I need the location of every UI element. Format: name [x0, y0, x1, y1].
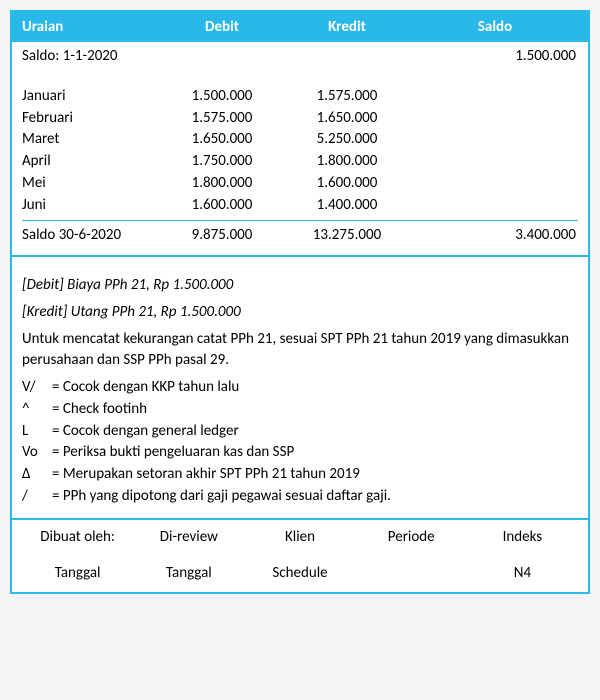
explanation-paragraph: Untuk mencatat kekurangan catat PPh 21, … — [22, 329, 578, 371]
opening-saldo: 1.500.000 — [412, 46, 578, 68]
legend-item: V/= Cocok dengan KKP tahun lalu — [22, 377, 578, 399]
month-name: Maret — [22, 129, 162, 151]
journal-debit-line: [Debit] Biaya PPh 21, Rp 1.500.000 — [22, 275, 578, 296]
legend-item: Δ= Merupakan setoran akhir SPT PPh 21 ta… — [22, 464, 578, 486]
table-row: April1.750.0001.800.000 — [22, 151, 578, 173]
legend-symbol: L — [22, 421, 52, 443]
month-kredit: 1.650.000 — [282, 108, 412, 130]
legend-symbol: Vo — [22, 442, 52, 464]
legend-text: = Periksa bukti pengeluaran kas dan SSP — [52, 442, 578, 464]
footer-schedule: Schedule — [244, 564, 355, 582]
footer-tanggal2: Tanggal — [133, 564, 244, 582]
legend-text: = Cocok dengan KKP tahun lalu — [52, 377, 578, 399]
legend-text: = Cocok dengan general ledger — [52, 421, 578, 443]
closing-balance-row: Saldo 30-6-2020 9.875.000 13.275.000 3.4… — [22, 220, 578, 247]
ledger-body: Saldo: 1-1-2020 1.500.000 Januari1.500.0… — [12, 42, 588, 255]
table-row: Januari1.500.0001.575.000 — [22, 86, 578, 108]
month-name: Juni — [22, 195, 162, 217]
journal-kredit-line: [Kredit] Utang PPh 21, Rp 1.500.000 — [22, 302, 578, 323]
footer-row-1: Dibuat oleh: Di-review Klien Periode Ind… — [22, 528, 578, 546]
legend-item: ^= Check footinh — [22, 399, 578, 421]
footer-indeks: Indeks — [467, 528, 578, 546]
table-row: Februari1.575.0001.650.000 — [22, 108, 578, 130]
month-debit: 1.650.000 — [162, 129, 282, 151]
month-kredit: 1.600.000 — [282, 173, 412, 195]
footer-direview: Di-review — [133, 528, 244, 546]
footer-blank — [356, 564, 467, 582]
footer-dibuat: Dibuat oleh: — [22, 528, 133, 546]
col-header-uraian: Uraian — [22, 18, 162, 36]
closing-saldo: 3.400.000 — [412, 225, 578, 247]
legend-text: = Check footinh — [52, 399, 578, 421]
month-kredit: 1.400.000 — [282, 195, 412, 217]
legend-symbol: V/ — [22, 377, 52, 399]
table-row: Juni1.600.0001.400.000 — [22, 195, 578, 217]
legend-symbol: ^ — [22, 399, 52, 421]
closing-debit: 9.875.000 — [162, 225, 282, 247]
legend-item: Vo= Periksa bukti pengeluaran kas dan SS… — [22, 442, 578, 464]
month-name: Mei — [22, 173, 162, 195]
month-debit: 1.575.000 — [162, 108, 282, 130]
col-header-saldo: Saldo — [412, 18, 578, 36]
legend-text: = Merupakan setoran akhir SPT PPh 21 tah… — [52, 464, 578, 486]
month-kredit: 1.575.000 — [282, 86, 412, 108]
legend-item: /= PPh yang dipotong dari gaji pegawai s… — [22, 486, 578, 508]
footer-tanggal1: Tanggal — [22, 564, 133, 582]
table-row: Mei1.800.0001.600.000 — [22, 173, 578, 195]
table-row: Maret1.650.0005.250.000 — [22, 129, 578, 151]
month-debit: 1.750.000 — [162, 151, 282, 173]
month-name: Januari — [22, 86, 162, 108]
legend-symbol: Δ — [22, 464, 52, 486]
legend-list: V/= Cocok dengan KKP tahun lalu^= Check … — [22, 377, 578, 508]
month-debit: 1.600.000 — [162, 195, 282, 217]
table-header: Uraian Debit Kredit Saldo — [12, 12, 588, 42]
opening-label: Saldo: 1-1-2020 — [22, 46, 162, 68]
legend-text: = PPh yang dipotong dari gaji pegawai se… — [52, 486, 578, 508]
legend-symbol: / — [22, 486, 52, 508]
footer-row-2: Tanggal Tanggal Schedule N4 — [22, 564, 578, 582]
legend-item: L= Cocok dengan general ledger — [22, 421, 578, 443]
opening-balance-row: Saldo: 1-1-2020 1.500.000 — [22, 46, 578, 68]
month-debit: 1.500.000 — [162, 86, 282, 108]
closing-kredit: 13.275.000 — [282, 225, 412, 247]
month-name: April — [22, 151, 162, 173]
footer-section: Dibuat oleh: Di-review Klien Periode Ind… — [12, 518, 588, 592]
footer-n4: N4 — [467, 564, 578, 582]
notes-section: [Debit] Biaya PPh 21, Rp 1.500.000 [Kred… — [12, 255, 588, 518]
month-debit: 1.800.000 — [162, 173, 282, 195]
footer-klien: Klien — [244, 528, 355, 546]
month-kredit: 5.250.000 — [282, 129, 412, 151]
ledger-document: Uraian Debit Kredit Saldo Saldo: 1-1-202… — [10, 10, 590, 594]
month-name: Februari — [22, 108, 162, 130]
col-header-debit: Debit — [162, 18, 282, 36]
month-kredit: 1.800.000 — [282, 151, 412, 173]
col-header-kredit: Kredit — [282, 18, 412, 36]
footer-periode: Periode — [356, 528, 467, 546]
closing-label: Saldo 30-6-2020 — [22, 225, 162, 247]
